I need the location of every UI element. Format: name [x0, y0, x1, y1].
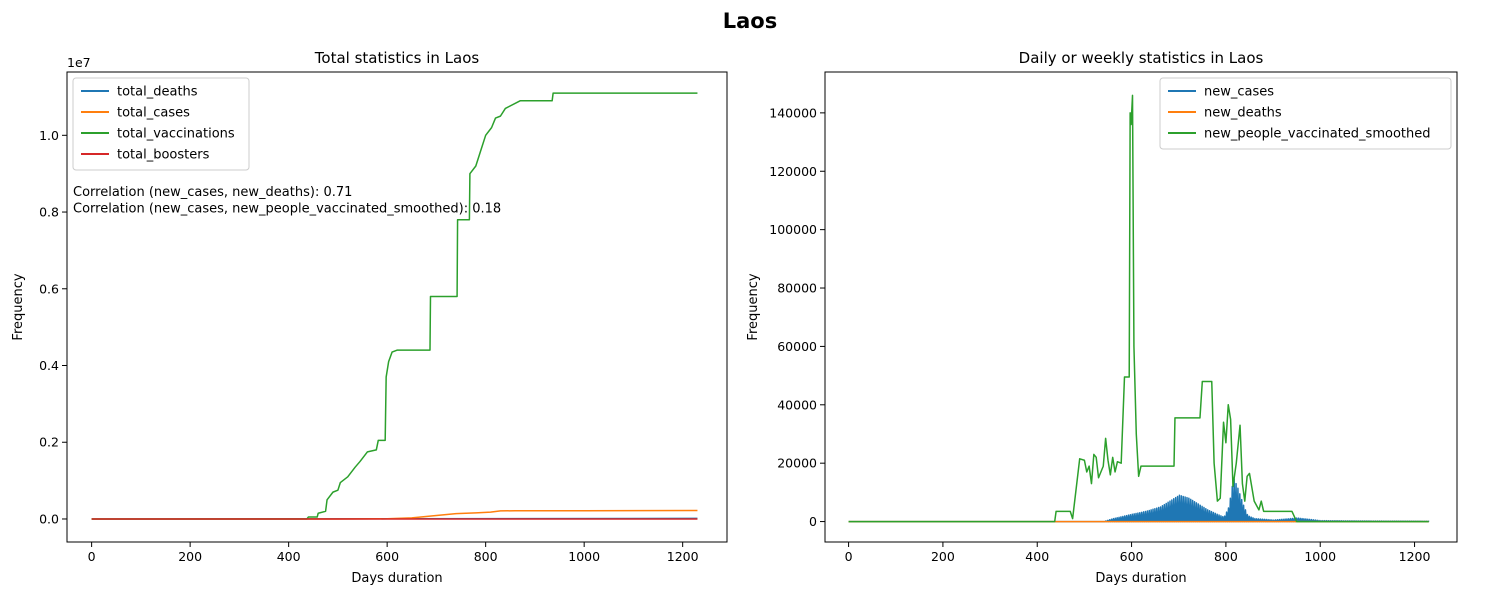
- series-line: [91, 92, 698, 520]
- x-axis-label: Days duration: [351, 571, 442, 586]
- y-tick-label: 0.2: [39, 435, 59, 450]
- legend: total_deaths total_cases total_vaccination…: [72, 77, 250, 171]
- x-tick-label: 200: [178, 549, 202, 564]
- series-new_people_vaccinated_smoothed: [848, 94, 1429, 523]
- legend-entry: total_vaccinations: [117, 127, 235, 142]
- y-tick-label: 60000: [777, 339, 817, 354]
- y-tick-label: 80000: [777, 281, 817, 296]
- x-axis-label: Days duration: [1095, 571, 1186, 586]
- legend-entry: total_boosters: [117, 148, 210, 163]
- axes-frame: [824, 71, 1458, 543]
- x-tick-label: 400: [277, 549, 301, 564]
- y-tick-label: 1.0: [39, 128, 59, 143]
- figure-suptitle: Laos: [723, 9, 777, 33]
- correlation-annotation: Correlation (new_cases, new_deaths): 0.7…: [73, 185, 352, 200]
- y-offset-label: 1e7: [67, 55, 91, 70]
- legend-frame: [72, 77, 250, 171]
- x-tick-label: 400: [1025, 549, 1049, 564]
- axes-frame: [66, 71, 728, 543]
- plot-area: [825, 72, 1457, 542]
- y-tick-label: 100000: [769, 222, 817, 237]
- y-tick-label: 20000: [777, 456, 817, 471]
- y-axis-label: Frequency: [746, 273, 761, 340]
- legend-frame: [1159, 77, 1452, 150]
- x-tick-label: 800: [474, 549, 498, 564]
- x-tick-label: 800: [1214, 549, 1238, 564]
- x-tick-label: 1000: [1304, 549, 1336, 564]
- right-chart: 0 200 400 600 800 1000 1200 0 20000 40000 60000 800…: [746, 49, 1458, 586]
- x-tick-label: 1000: [568, 549, 600, 564]
- y-tick-label: 120000: [769, 164, 817, 179]
- x-tick-label: 1200: [667, 549, 699, 564]
- y-tick-label: 0.6: [39, 281, 59, 296]
- y-tick-label: 140000: [769, 105, 817, 120]
- y-tick-label: 0.0: [39, 511, 59, 526]
- x-tick-label: 200: [931, 549, 955, 564]
- x-tick-label: 600: [375, 549, 399, 564]
- legend-entry: new_cases: [1204, 85, 1274, 100]
- x-tick-label: 600: [1120, 549, 1144, 564]
- y-tick-label: 0.4: [39, 358, 59, 373]
- legend-entry: new_people_vaccinated_smoothed: [1204, 127, 1430, 142]
- x-tick-label: 0: [88, 549, 96, 564]
- chart-title: Daily or weekly statistics in Laos: [1019, 49, 1264, 67]
- legend: new_cases new_deaths new_people_vaccinated…: [1159, 77, 1452, 150]
- correlation-annotation: Correlation (new_cases, new_people_vacci…: [73, 202, 501, 217]
- y-tick-label: 0.8: [39, 205, 59, 220]
- series-line: [848, 94, 1429, 523]
- y-tick-label: 40000: [777, 397, 817, 412]
- y-tick-label: 0: [809, 514, 817, 529]
- legend-entry: total_cases: [117, 106, 190, 121]
- legend-entry: new_deaths: [1204, 106, 1282, 121]
- x-tick-label: 0: [845, 549, 853, 564]
- left-chart: 0 200 400 600 800 1000 1200 0.0 0.2 0.4 0.6 0.8 1.0 1…: [11, 49, 728, 586]
- y-axis-label: Frequency: [11, 273, 26, 340]
- series-total_vaccinations: [91, 92, 698, 520]
- x-tick-label: 1200: [1399, 549, 1431, 564]
- legend-entry: total_deaths: [117, 85, 198, 100]
- chart-title: Total statistics in Laos: [314, 49, 480, 67]
